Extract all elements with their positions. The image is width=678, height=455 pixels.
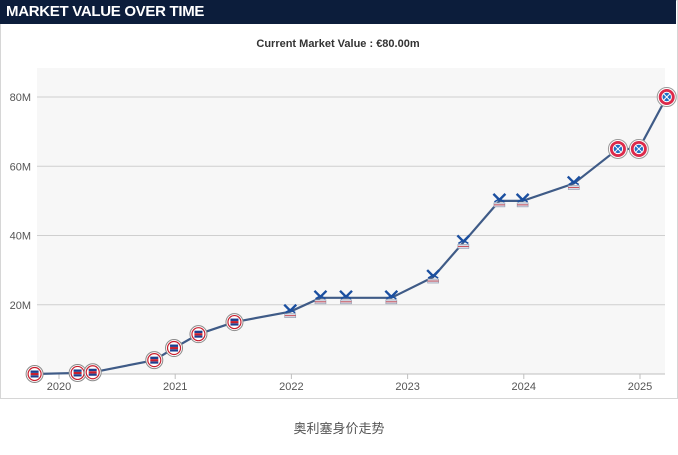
data-point-palace-crest[interactable] (426, 269, 441, 284)
x-tick-label: 2021 (163, 381, 187, 393)
data-point-bayern-crest[interactable] (628, 138, 649, 159)
x-tick-label: 2020 (47, 381, 71, 393)
x-tick-label: 2022 (279, 381, 303, 393)
market-value-chart: 20M 40M 60M 80M 2020 2021 2022 2023 2024 2025 (9, 68, 677, 393)
y-tick-label: 20M (10, 300, 31, 312)
grid-lines (37, 96, 665, 375)
data-point-reading-crest[interactable] (68, 363, 87, 382)
plot-area (37, 68, 665, 374)
data-points (25, 87, 677, 383)
x-axis-ticks: 2020 2021 2022 2023 2024 2025 (47, 374, 652, 393)
data-point-palace-crest[interactable] (566, 175, 581, 190)
data-point-palace-crest[interactable] (492, 193, 507, 208)
x-tick-label: 2023 (395, 381, 419, 393)
data-point-palace-crest[interactable] (384, 289, 399, 305)
data-point-reading-crest[interactable] (145, 351, 164, 370)
data-point-palace-crest[interactable] (313, 289, 328, 305)
y-tick-label: 40M (10, 231, 31, 243)
y-axis-ticks: 20M 40M 60M 80M (10, 92, 31, 312)
data-point-palace-crest[interactable] (283, 303, 298, 318)
x-tick-label: 2025 (628, 381, 652, 393)
data-point-reading-crest[interactable] (225, 313, 244, 332)
data-point-reading-crest[interactable] (165, 339, 184, 358)
data-point-bayern-crest[interactable] (656, 87, 677, 107)
y-tick-label: 80M (10, 92, 31, 104)
current-market-value: Current Market Value : €80.00m (256, 38, 420, 50)
data-point-reading-crest[interactable] (83, 363, 102, 382)
x-tick-label: 2024 (512, 381, 536, 393)
chart-caption: 奥利塞身价走势 (293, 422, 385, 437)
data-point-reading-crest[interactable] (189, 325, 208, 344)
data-point-palace-crest[interactable] (515, 193, 530, 208)
chart-header: MARKET VALUE OVER TIME (0, 0, 676, 24)
data-point-reading-crest[interactable] (25, 365, 44, 383)
data-point-palace-crest[interactable] (456, 234, 471, 249)
data-point-palace-crest[interactable] (339, 289, 353, 305)
header-title: MARKET VALUE OVER TIME (6, 3, 205, 20)
data-point-bayern-crest[interactable] (607, 138, 628, 159)
y-tick-label: 60M (10, 161, 31, 173)
